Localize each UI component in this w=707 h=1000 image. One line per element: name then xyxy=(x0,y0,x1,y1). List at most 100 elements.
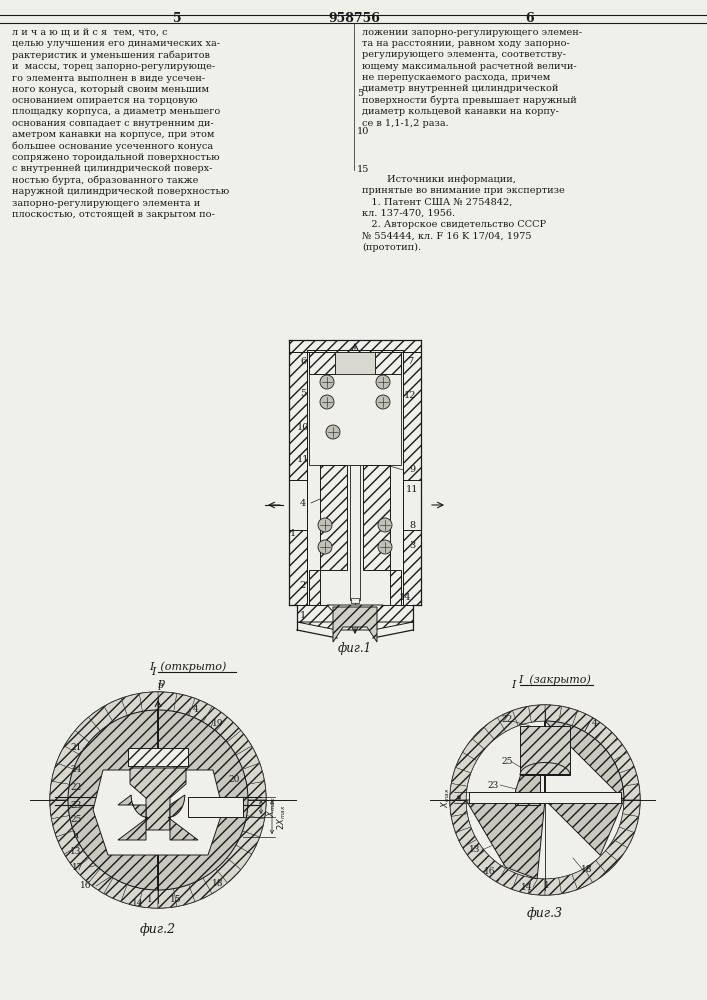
Polygon shape xyxy=(335,352,375,374)
Wedge shape xyxy=(57,746,80,769)
Polygon shape xyxy=(158,710,248,890)
Text: 958756: 958756 xyxy=(328,12,380,25)
Polygon shape xyxy=(363,465,390,570)
Polygon shape xyxy=(545,721,624,800)
Polygon shape xyxy=(320,465,347,570)
Wedge shape xyxy=(585,718,606,739)
Wedge shape xyxy=(189,699,212,722)
Wedge shape xyxy=(243,763,264,784)
Wedge shape xyxy=(104,699,127,722)
Text: 13: 13 xyxy=(469,846,481,854)
Polygon shape xyxy=(309,570,320,605)
Text: 11: 11 xyxy=(297,456,309,464)
Wedge shape xyxy=(450,800,467,816)
Text: h: h xyxy=(73,832,79,840)
Wedge shape xyxy=(596,851,618,873)
Polygon shape xyxy=(297,622,413,630)
Text: 1: 1 xyxy=(147,896,153,904)
Text: 1: 1 xyxy=(544,880,550,890)
Text: 5: 5 xyxy=(357,89,363,98)
Polygon shape xyxy=(515,775,540,805)
Text: 15: 15 xyxy=(357,164,369,174)
Wedge shape xyxy=(545,705,561,722)
Text: 25: 25 xyxy=(501,758,513,766)
Wedge shape xyxy=(50,781,69,800)
Wedge shape xyxy=(139,692,158,711)
Text: I  (открыто): I (открыто) xyxy=(149,662,227,672)
Text: 14: 14 xyxy=(399,593,411,602)
Wedge shape xyxy=(104,878,127,901)
Wedge shape xyxy=(450,784,467,800)
Text: 17: 17 xyxy=(72,862,83,871)
Wedge shape xyxy=(585,861,606,882)
Text: фиг.3: фиг.3 xyxy=(527,907,563,920)
Wedge shape xyxy=(247,781,266,800)
Circle shape xyxy=(466,721,624,879)
Text: p: p xyxy=(158,678,165,688)
Text: 12: 12 xyxy=(404,390,416,399)
Text: 1: 1 xyxy=(300,610,306,619)
Text: 10: 10 xyxy=(357,126,369,135)
Wedge shape xyxy=(216,717,240,742)
Polygon shape xyxy=(333,607,377,642)
Circle shape xyxy=(378,518,392,532)
Wedge shape xyxy=(227,845,252,869)
Text: фиг.2: фиг.2 xyxy=(140,923,176,936)
Polygon shape xyxy=(289,480,307,530)
Wedge shape xyxy=(236,831,259,854)
Polygon shape xyxy=(520,763,570,775)
Wedge shape xyxy=(623,784,640,800)
Text: $X_{max}$: $X_{max}$ xyxy=(266,797,279,817)
Text: 2: 2 xyxy=(300,580,306,589)
Text: 23: 23 xyxy=(71,800,81,810)
Polygon shape xyxy=(68,710,158,890)
Text: I: I xyxy=(511,680,515,690)
Circle shape xyxy=(376,395,390,409)
Wedge shape xyxy=(452,814,471,832)
Circle shape xyxy=(50,692,266,908)
Text: 22: 22 xyxy=(71,784,81,792)
Wedge shape xyxy=(236,746,259,769)
Polygon shape xyxy=(390,570,401,605)
Polygon shape xyxy=(143,766,173,768)
Text: 14: 14 xyxy=(132,898,144,908)
Wedge shape xyxy=(529,878,545,895)
Wedge shape xyxy=(605,739,627,760)
Text: 6: 6 xyxy=(300,358,306,366)
Polygon shape xyxy=(289,480,307,530)
Text: 10: 10 xyxy=(297,424,309,432)
Polygon shape xyxy=(297,605,413,622)
Text: 8: 8 xyxy=(409,520,415,530)
Text: 1: 1 xyxy=(290,528,296,538)
Wedge shape xyxy=(559,706,578,726)
Wedge shape xyxy=(614,827,634,848)
Circle shape xyxy=(378,540,392,554)
Text: 11: 11 xyxy=(406,486,419,494)
Text: 16: 16 xyxy=(484,867,496,876)
Wedge shape xyxy=(158,692,177,711)
Wedge shape xyxy=(88,869,113,894)
Wedge shape xyxy=(64,845,89,869)
Text: I  (закрыто): I (закрыто) xyxy=(518,675,592,685)
Polygon shape xyxy=(130,768,186,830)
Text: 23: 23 xyxy=(487,780,498,790)
Text: 5: 5 xyxy=(173,12,181,25)
Polygon shape xyxy=(128,748,188,766)
Wedge shape xyxy=(50,800,69,819)
Circle shape xyxy=(318,518,332,532)
Wedge shape xyxy=(596,727,618,749)
Polygon shape xyxy=(309,352,401,465)
Text: 15: 15 xyxy=(170,896,182,904)
Text: 3: 3 xyxy=(409,540,415,550)
Polygon shape xyxy=(307,350,403,352)
Wedge shape xyxy=(216,858,240,883)
Wedge shape xyxy=(498,711,518,732)
Wedge shape xyxy=(75,858,100,883)
Polygon shape xyxy=(545,800,624,855)
Wedge shape xyxy=(121,885,142,906)
Text: 25: 25 xyxy=(70,816,82,824)
Wedge shape xyxy=(623,800,640,816)
Text: I: I xyxy=(151,667,156,677)
Polygon shape xyxy=(403,480,421,530)
Polygon shape xyxy=(469,792,621,803)
